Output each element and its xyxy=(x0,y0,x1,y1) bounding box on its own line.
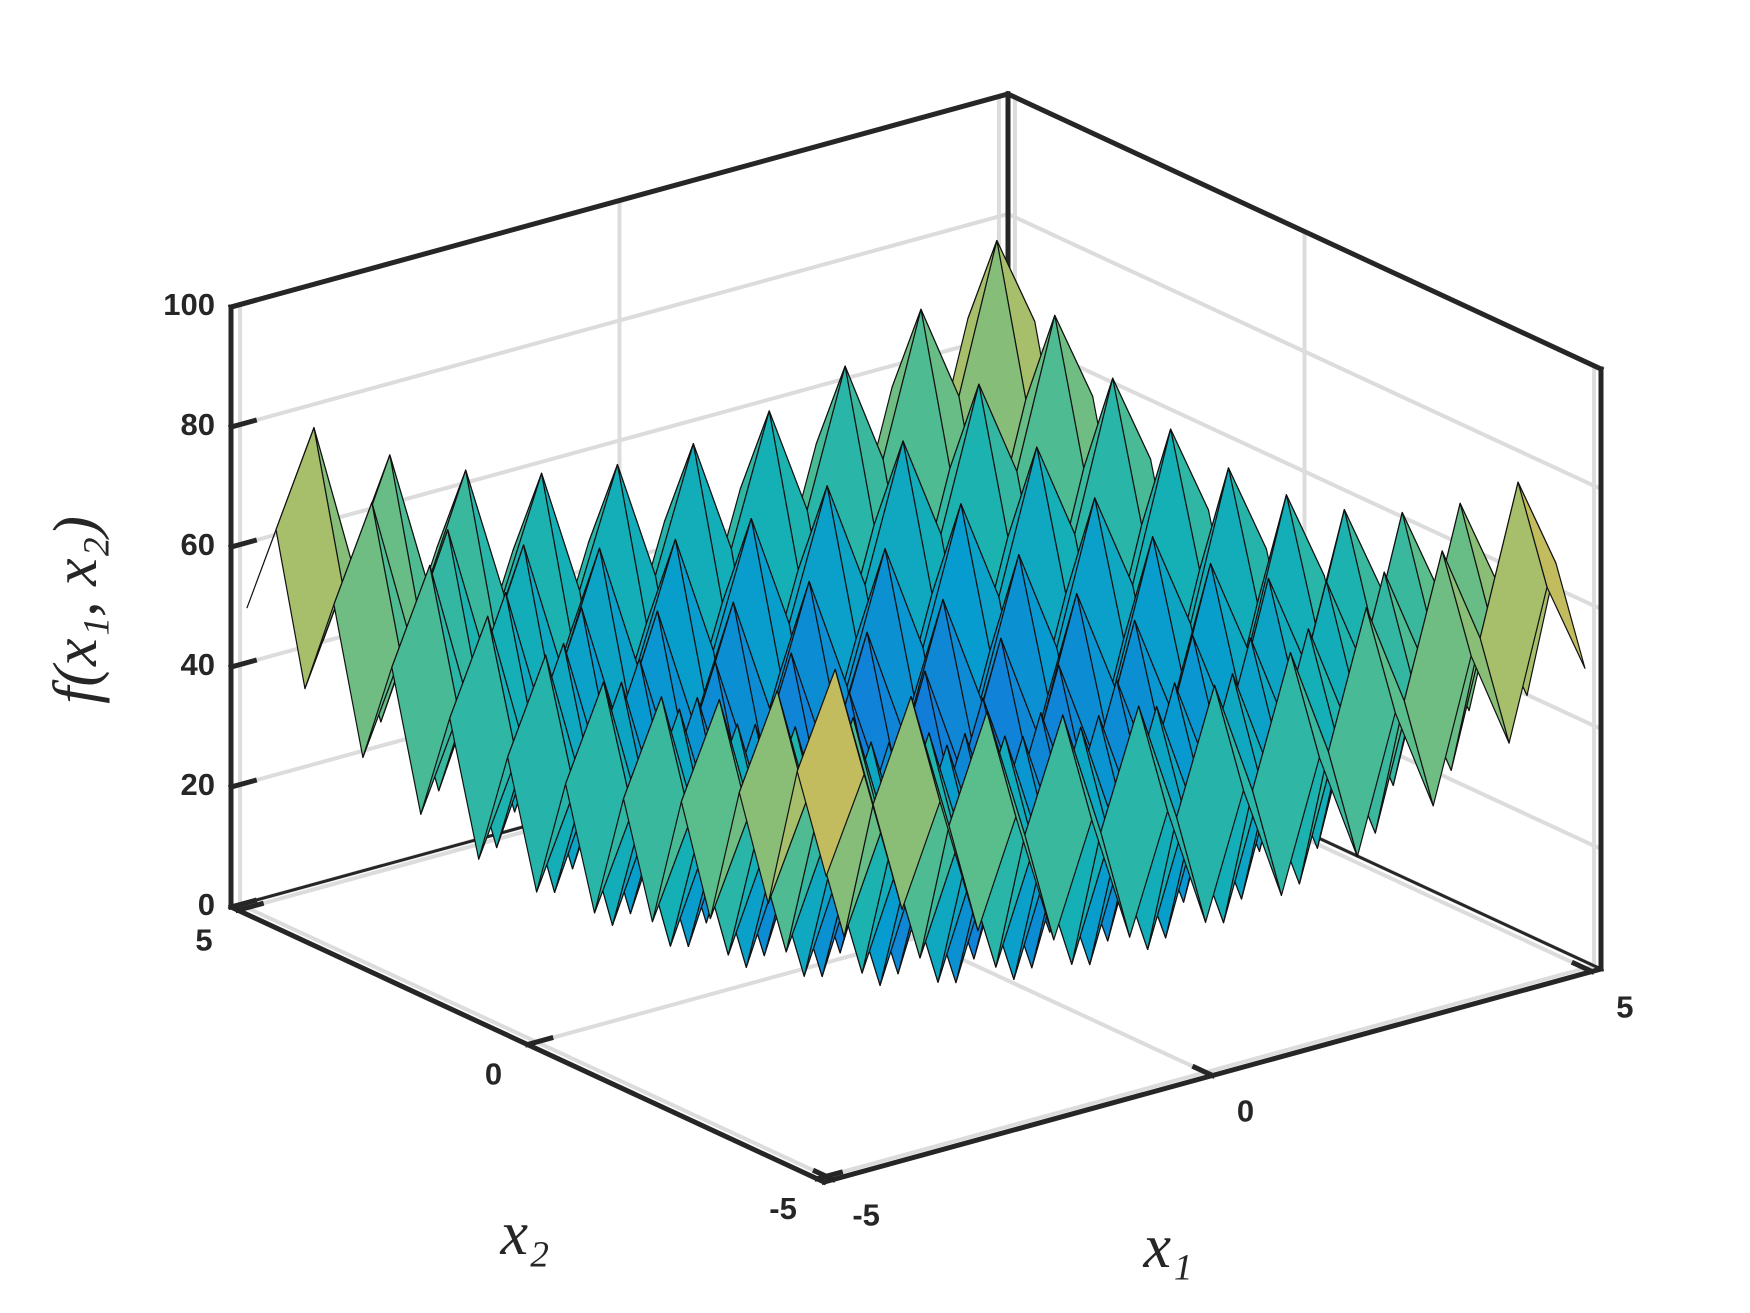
z-tick-label: 60 xyxy=(181,527,215,562)
tick-mark xyxy=(227,777,258,791)
x-axis-label: x₁ xyxy=(1142,1213,1192,1281)
z-tick-label: 40 xyxy=(181,647,215,682)
tick-mark xyxy=(1570,959,1596,975)
tick-mark xyxy=(234,900,265,914)
y-axis-label: x₂ xyxy=(499,1200,549,1268)
z-tick-label: 100 xyxy=(163,287,215,322)
axis-box xyxy=(1004,90,1605,373)
z-tick-label: 0 xyxy=(198,887,215,922)
x-tick-label: 5 xyxy=(1616,990,1633,1025)
tick-mark xyxy=(227,417,258,431)
surface xyxy=(246,239,1586,986)
surface-face xyxy=(275,427,344,690)
z-axis-label: f(x₁, x₂) xyxy=(42,516,110,704)
y-tick-label: 5 xyxy=(195,922,212,957)
y-tick-label: -5 xyxy=(769,1191,797,1226)
x-tick-label: -5 xyxy=(852,1198,880,1233)
tick-mark xyxy=(227,897,258,911)
axis-box xyxy=(227,90,1012,311)
y-tick-label: 0 xyxy=(485,1057,502,1092)
tick-mark xyxy=(524,1035,554,1048)
tick-mark xyxy=(1191,1063,1216,1079)
surface-face xyxy=(796,668,865,877)
tick-mark xyxy=(813,1169,844,1182)
z-tick-label: 20 xyxy=(181,767,215,802)
tick-mark xyxy=(227,297,258,311)
z-tick-label: 80 xyxy=(181,407,215,442)
tick-mark xyxy=(227,537,258,551)
x-tick-label: 0 xyxy=(1237,1094,1254,1129)
tick-mark xyxy=(227,657,258,671)
